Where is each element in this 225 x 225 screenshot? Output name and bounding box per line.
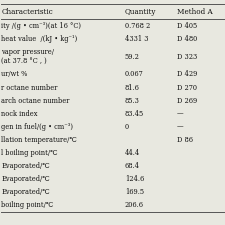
Text: 81.6: 81.6 xyxy=(125,83,140,92)
Text: D 86: D 86 xyxy=(177,136,193,144)
Text: 59.2: 59.2 xyxy=(125,53,140,61)
Text: vapor pressure/: vapor pressure/ xyxy=(1,47,54,56)
Text: Method A: Method A xyxy=(177,8,212,16)
Text: 206.6: 206.6 xyxy=(125,201,144,209)
Text: r octane number: r octane number xyxy=(1,83,58,92)
Text: nock index: nock index xyxy=(1,110,38,118)
Text: 0.067: 0.067 xyxy=(125,70,144,79)
Text: 68.4: 68.4 xyxy=(125,162,140,170)
Text: 4331 3: 4331 3 xyxy=(125,35,148,43)
Text: 124.6: 124.6 xyxy=(125,175,144,183)
Text: D 405: D 405 xyxy=(177,22,197,30)
Text: Characteristic: Characteristic xyxy=(1,8,53,16)
Text: 85.3: 85.3 xyxy=(125,97,140,105)
Text: —: — xyxy=(177,110,183,118)
Text: gen in fuel/(g • cm⁻³): gen in fuel/(g • cm⁻³) xyxy=(1,123,73,131)
Text: (at 37.8 °C , ): (at 37.8 °C , ) xyxy=(1,57,47,65)
Text: l boiling point/℃: l boiling point/℃ xyxy=(1,149,58,157)
Text: Evaporated/℃: Evaporated/℃ xyxy=(1,162,50,170)
Text: D 270: D 270 xyxy=(177,83,197,92)
Text: 83.45: 83.45 xyxy=(125,110,144,118)
Text: 0.768 2: 0.768 2 xyxy=(125,22,150,30)
Text: 0: 0 xyxy=(125,123,129,131)
Text: Evaporated/℃: Evaporated/℃ xyxy=(1,188,50,196)
Text: Evaporated/℃: Evaporated/℃ xyxy=(1,175,50,183)
Text: D 269: D 269 xyxy=(177,97,197,105)
Text: D 429: D 429 xyxy=(177,70,197,79)
Text: D 323: D 323 xyxy=(177,53,197,61)
Text: Quantity: Quantity xyxy=(125,8,156,16)
Text: boiling point/℃: boiling point/℃ xyxy=(1,201,53,209)
Text: 44.4: 44.4 xyxy=(125,149,140,157)
Text: arch octane number: arch octane number xyxy=(1,97,70,105)
Text: heat value  /(kJ • kg⁻¹): heat value /(kJ • kg⁻¹) xyxy=(1,35,77,43)
Text: —: — xyxy=(177,123,183,131)
Text: ur/wt %: ur/wt % xyxy=(1,70,27,79)
Text: 169.5: 169.5 xyxy=(125,188,144,196)
Text: llation temperature/℃: llation temperature/℃ xyxy=(1,136,77,144)
Text: D 480: D 480 xyxy=(177,35,197,43)
Text: ity /(g • cm⁻³)(at 16 °C): ity /(g • cm⁻³)(at 16 °C) xyxy=(1,22,81,30)
